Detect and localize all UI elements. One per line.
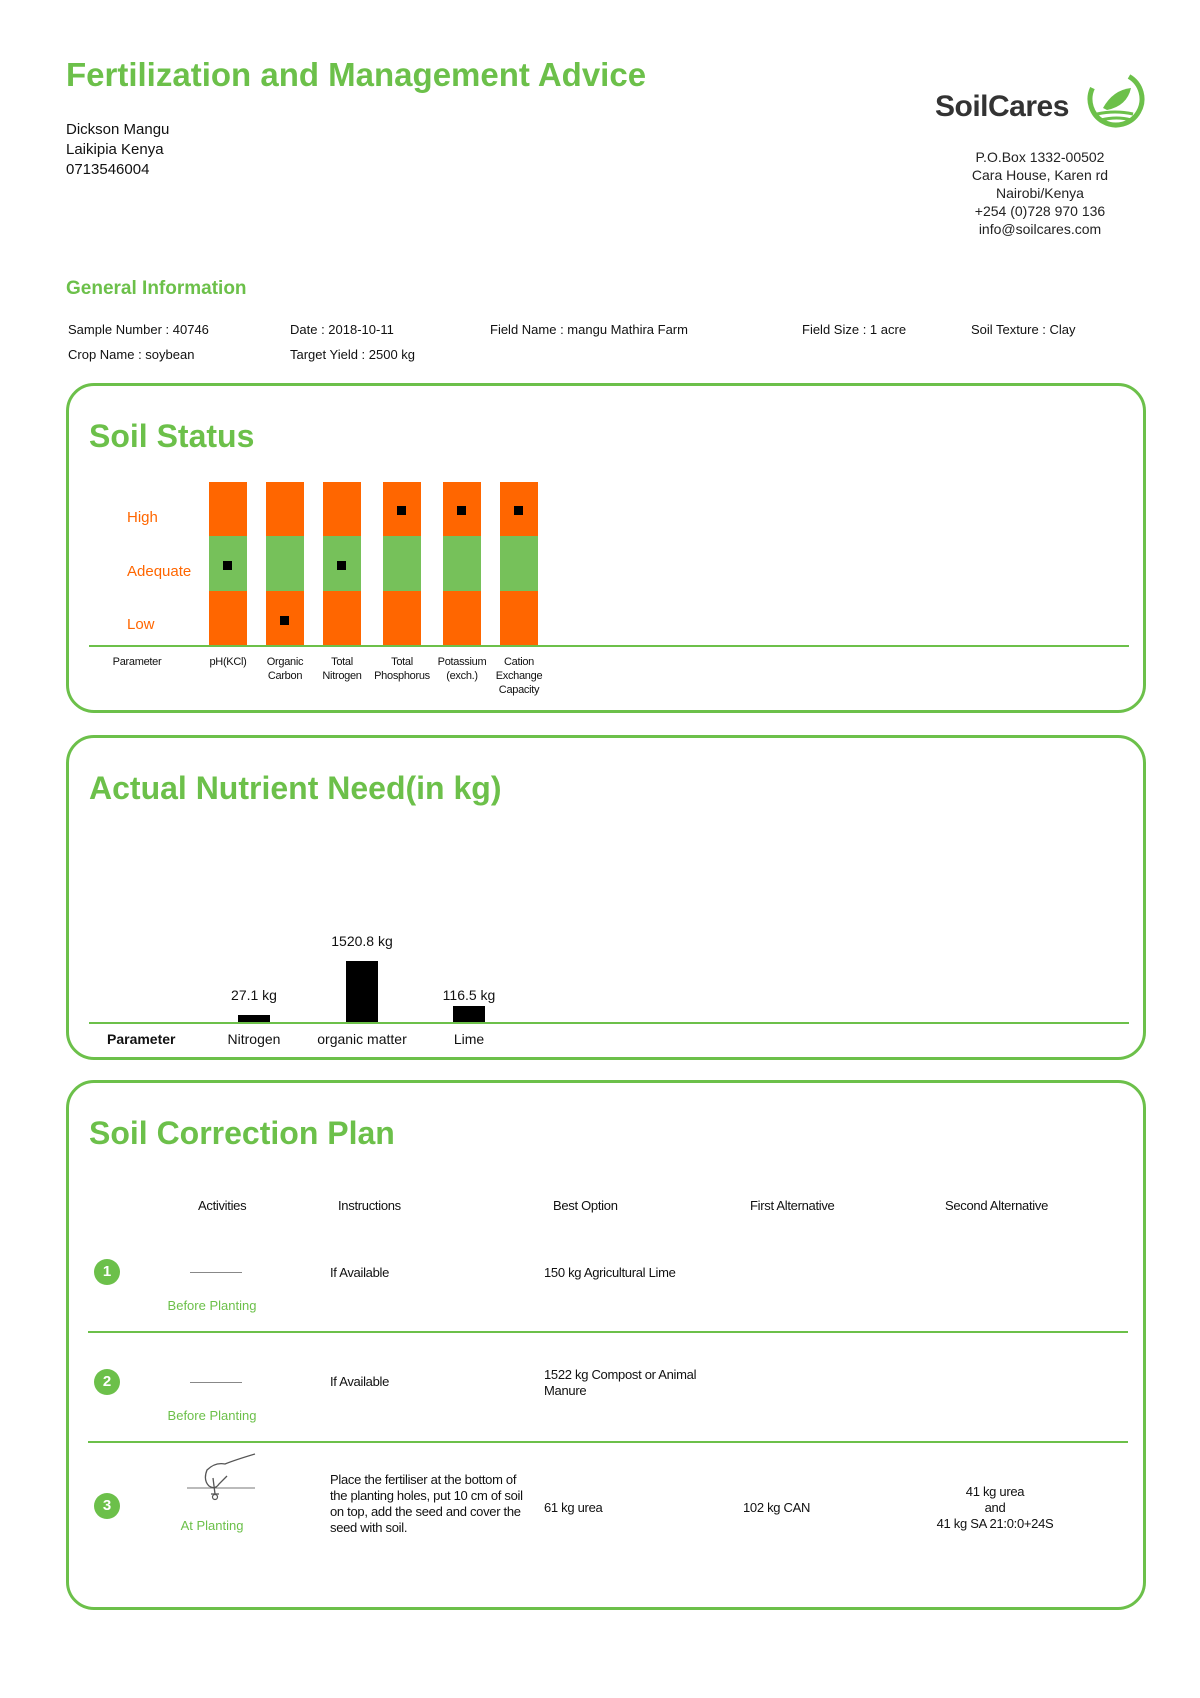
- status-segment-high: [209, 482, 247, 536]
- brand-name: SoilCares: [935, 90, 1069, 123]
- row-best-option: 61 kg urea: [544, 1500, 603, 1515]
- nutrient-xlabel: Parameter: [107, 1031, 176, 1047]
- address-line: P.O.Box 1332-00502: [975, 149, 1105, 165]
- activity-placeholder: [190, 1382, 242, 1383]
- soil-status-panel: Soil Status High Adequate Low pH(KCl) Org…: [66, 383, 1146, 713]
- status-segment-low: [443, 591, 481, 645]
- nutrient-category-label: organic matter: [317, 1031, 407, 1047]
- status-baseline: [89, 645, 1129, 647]
- field-size: Field Size : 1 acre: [802, 322, 907, 337]
- page-title: Fertilization and Management Advice: [66, 56, 647, 93]
- header-best-option: Best Option: [553, 1198, 618, 1213]
- parameter-name: Total Phosphorus: [374, 656, 430, 682]
- correction-plan-panel: Soil Correction Plan: [66, 1080, 1146, 1610]
- row-second-alternative: 41 kg urea and 41 kg SA 21:0:0+24S: [905, 1484, 1085, 1532]
- correction-plan-title: Soil Correction Plan: [89, 1115, 395, 1151]
- address-line: Cara House, Karen rd: [971, 167, 1109, 183]
- nutrient-need-panel: Actual Nutrient Need(in kg) 27.1 kg Nitro…: [66, 735, 1146, 1060]
- status-segment-adequate: [443, 536, 481, 591]
- row-instructions: Place the fertiliser at the bottom of th…: [330, 1472, 523, 1535]
- second-alt-line: and: [984, 1500, 1006, 1515]
- status-segment-low: [500, 591, 538, 645]
- client-phone: 0713546004: [66, 161, 150, 178]
- parameter-name: Potassium (exch.): [437, 656, 487, 682]
- status-segment-high: [266, 482, 304, 536]
- row-instructions: If Available: [330, 1374, 390, 1389]
- parameter-label: Parameter: [112, 656, 162, 668]
- stage-label: Before Planting: [167, 1298, 257, 1313]
- crop-name: Crop Name : soybean: [68, 347, 195, 362]
- status-segment-adequate: [266, 536, 304, 591]
- nutrient-need-title: Actual Nutrient Need(in kg): [89, 770, 502, 806]
- sample-number: Sample Number : 40746: [68, 322, 209, 337]
- header-second-alternative: Second Alternative: [945, 1198, 1049, 1213]
- status-segment-high: [323, 482, 361, 536]
- row-first-alternative: 102 kg CAN: [743, 1500, 811, 1515]
- status-marker: [514, 506, 523, 515]
- status-marker: [397, 506, 406, 515]
- row-best-option: 1522 kg Compost or Animal Manure: [544, 1367, 697, 1398]
- nutrient-bar: [238, 1015, 270, 1022]
- level-low-label: Low: [127, 616, 155, 633]
- status-segment-adequate: [500, 536, 538, 591]
- stage-label: At Planting: [180, 1518, 244, 1533]
- second-alt-line: 41 kg SA 21:0:0+24S: [936, 1516, 1054, 1531]
- status-marker: [223, 561, 232, 570]
- step-number: 2: [94, 1369, 120, 1395]
- general-info-heading: General Information: [66, 278, 247, 299]
- hand-planting-icon: [187, 1453, 256, 1501]
- parameter-name: Total Nitrogen: [322, 656, 362, 682]
- status-segment-low: [383, 591, 421, 645]
- row-divider: [88, 1331, 1128, 1333]
- status-segment-low: [209, 591, 247, 645]
- header-activities: Activities: [198, 1198, 247, 1213]
- row-instructions: If Available: [330, 1265, 390, 1280]
- status-segment-low: [323, 591, 361, 645]
- address-line: +254 (0)728 970 136: [974, 203, 1106, 219]
- row-divider: [88, 1441, 1128, 1443]
- company-address: P.O.Box 1332-00502 Cara House, Karen rd …: [930, 148, 1150, 238]
- status-segment-adequate: [383, 536, 421, 591]
- field-name: Field Name : mangu Mathira Farm: [490, 322, 688, 337]
- step-number: 1: [94, 1259, 120, 1285]
- step-number: 3: [94, 1493, 120, 1519]
- level-adequate-label: Adequate: [127, 563, 192, 580]
- nutrient-bar: [346, 961, 378, 1022]
- client-name: Dickson Mangu: [66, 121, 170, 138]
- row-best-option: 150 kg Agricultural Lime: [544, 1265, 676, 1280]
- status-marker: [457, 506, 466, 515]
- header-instructions: Instructions: [338, 1198, 401, 1213]
- leaf-logo-icon: [1087, 70, 1145, 128]
- header-first-alternative: First Alternative: [750, 1198, 835, 1213]
- soil-status-title: Soil Status: [89, 418, 255, 454]
- parameter-name: Cation Exchange Capacity: [495, 656, 543, 696]
- nutrient-category-label: Lime: [453, 1031, 485, 1047]
- client-block: Dickson Mangu Laikipia Kenya 0713546004: [66, 120, 169, 180]
- nutrient-bar: [453, 1006, 485, 1022]
- brand-logo: SoilCares: [935, 70, 1155, 140]
- second-alt-line: 41 kg urea: [965, 1484, 1025, 1499]
- target-yield: Target Yield : 2500 kg: [290, 347, 416, 362]
- status-marker: [280, 616, 289, 625]
- client-location: Laikipia Kenya: [66, 141, 164, 158]
- address-email: info@soilcares.com: [978, 221, 1102, 237]
- status-marker: [337, 561, 346, 570]
- parameter-name: Organic Carbon: [266, 656, 304, 682]
- level-high-label: High: [127, 509, 158, 526]
- nutrient-value-label: 27.1 kg: [231, 987, 277, 1003]
- stage-label: Before Planting: [167, 1408, 257, 1423]
- nutrient-value-label: 116.5 kg: [442, 987, 496, 1003]
- nutrient-value-label: 1520.8 kg: [331, 933, 393, 949]
- nutrient-category-label: Nitrogen: [227, 1031, 281, 1047]
- parameter-name: pH(KCl): [209, 656, 247, 668]
- nutrient-baseline: [89, 1022, 1129, 1024]
- activity-placeholder: [190, 1272, 242, 1273]
- sample-date: Date : 2018-10-11: [290, 322, 394, 337]
- soil-texture: Soil Texture : Clay: [971, 322, 1076, 337]
- address-line: Nairobi/Kenya: [996, 185, 1084, 201]
